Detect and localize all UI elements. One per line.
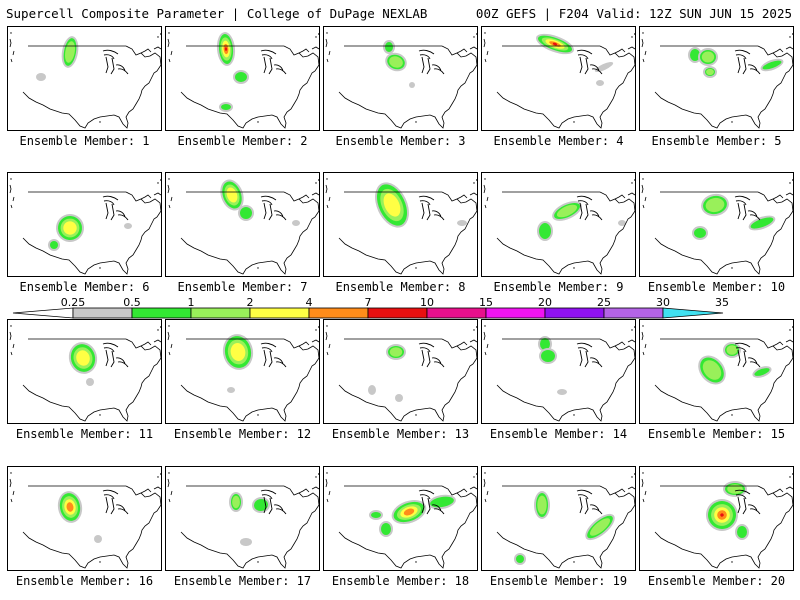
map-title: Supercell Composite Parameter | College … bbox=[6, 6, 428, 21]
scale-tick-label: 4 bbox=[306, 296, 313, 309]
member-map bbox=[167, 472, 319, 569]
member-map bbox=[167, 32, 319, 129]
member-label: Ensemble Member: 18 bbox=[331, 574, 470, 588]
member-map bbox=[9, 472, 161, 569]
member-label: Ensemble Member: 5 bbox=[651, 134, 782, 148]
member-label: Ensemble Member: 2 bbox=[177, 134, 308, 148]
ensemble-map-panel bbox=[7, 26, 162, 131]
scale-tick-label: 35 bbox=[715, 296, 729, 309]
member-label: Ensemble Member: 3 bbox=[335, 134, 466, 148]
ensemble-map-panel bbox=[481, 172, 636, 277]
scale-segment bbox=[426, 307, 487, 319]
member-label: Ensemble Member: 12 bbox=[173, 427, 312, 441]
member-label: Ensemble Member: 17 bbox=[173, 574, 312, 588]
scale-segment bbox=[308, 307, 369, 319]
scale-segment bbox=[544, 307, 605, 319]
ensemble-map-panel bbox=[7, 466, 162, 571]
member-label: Ensemble Member: 13 bbox=[331, 427, 470, 441]
ensemble-map-panel bbox=[165, 466, 320, 571]
member-label: Ensemble Member: 9 bbox=[493, 280, 624, 294]
member-label: Ensemble Member: 4 bbox=[493, 134, 624, 148]
member-map bbox=[9, 325, 161, 422]
member-map bbox=[641, 472, 793, 569]
ensemble-map-panel bbox=[165, 319, 320, 424]
member-map bbox=[641, 325, 793, 422]
color-scale-legend: 0.25 0.5 1 2 4 7 10 15 20 25 30 35 bbox=[12, 296, 729, 319]
member-label: Ensemble Member: 10 bbox=[647, 280, 786, 294]
scale-low-arrow bbox=[12, 307, 74, 319]
scale-tick-label: 1 bbox=[188, 296, 195, 309]
scale-tick-label: 15 bbox=[479, 296, 493, 309]
member-label: Ensemble Member: 14 bbox=[489, 427, 628, 441]
ensemble-map-panel bbox=[639, 26, 794, 131]
scale-tick-label: 25 bbox=[597, 296, 611, 309]
member-label: Ensemble Member: 15 bbox=[647, 427, 786, 441]
member-map bbox=[325, 178, 477, 275]
ensemble-map-panel bbox=[323, 466, 478, 571]
scale-tick-label: 10 bbox=[420, 296, 434, 309]
member-map bbox=[483, 472, 635, 569]
scale-tick-label: 2 bbox=[247, 296, 254, 309]
member-map bbox=[9, 178, 161, 275]
ensemble-map-panel bbox=[165, 172, 320, 277]
member-map bbox=[325, 325, 477, 422]
scale-segment bbox=[485, 307, 546, 319]
member-map bbox=[641, 32, 793, 129]
scale-segment bbox=[367, 307, 428, 319]
scale-tick-label: 7 bbox=[365, 296, 372, 309]
member-label: Ensemble Member: 20 bbox=[647, 574, 786, 588]
ensemble-map-panel bbox=[323, 172, 478, 277]
member-map bbox=[9, 32, 161, 129]
member-label: Ensemble Member: 1 bbox=[19, 134, 150, 148]
member-label: Ensemble Member: 19 bbox=[489, 574, 628, 588]
member-label: Ensemble Member: 7 bbox=[177, 280, 308, 294]
member-map bbox=[483, 32, 635, 129]
ensemble-map-panel bbox=[481, 26, 636, 131]
member-label: Ensemble Member: 6 bbox=[19, 280, 150, 294]
ensemble-map-panel bbox=[323, 26, 478, 131]
scale-segment bbox=[72, 307, 133, 319]
member-map bbox=[167, 178, 319, 275]
member-label: Ensemble Member: 8 bbox=[335, 280, 466, 294]
member-map bbox=[325, 472, 477, 569]
scale-tick-label: 20 bbox=[538, 296, 552, 309]
scale-tick-label: 0.5 bbox=[123, 296, 141, 309]
ensemble-map-panel bbox=[481, 466, 636, 571]
ensemble-map-panel bbox=[7, 172, 162, 277]
member-label: Ensemble Member: 11 bbox=[15, 427, 154, 441]
ensemble-map-panel bbox=[639, 172, 794, 277]
scale-high-arrow bbox=[662, 307, 724, 319]
member-map bbox=[483, 178, 635, 275]
scale-segment bbox=[603, 307, 664, 319]
member-map bbox=[483, 325, 635, 422]
scale-segment bbox=[190, 307, 251, 319]
scale-tick-label: 30 bbox=[656, 296, 670, 309]
member-map bbox=[325, 32, 477, 129]
ensemble-map-panel bbox=[165, 26, 320, 131]
member-map bbox=[167, 325, 319, 422]
member-map bbox=[641, 178, 793, 275]
member-label: Ensemble Member: 16 bbox=[15, 574, 154, 588]
ensemble-map-panel bbox=[7, 319, 162, 424]
ensemble-map-panel bbox=[481, 319, 636, 424]
scale-segment bbox=[249, 307, 310, 319]
model-run-info: 00Z GEFS | F204 Valid: 12Z SUN JUN 15 20… bbox=[475, 6, 792, 21]
ensemble-map-panel bbox=[639, 466, 794, 571]
scale-segment bbox=[131, 307, 192, 319]
ensemble-map-panel bbox=[639, 319, 794, 424]
scale-tick-label: 0.25 bbox=[61, 296, 86, 309]
ensemble-map-panel bbox=[323, 319, 478, 424]
